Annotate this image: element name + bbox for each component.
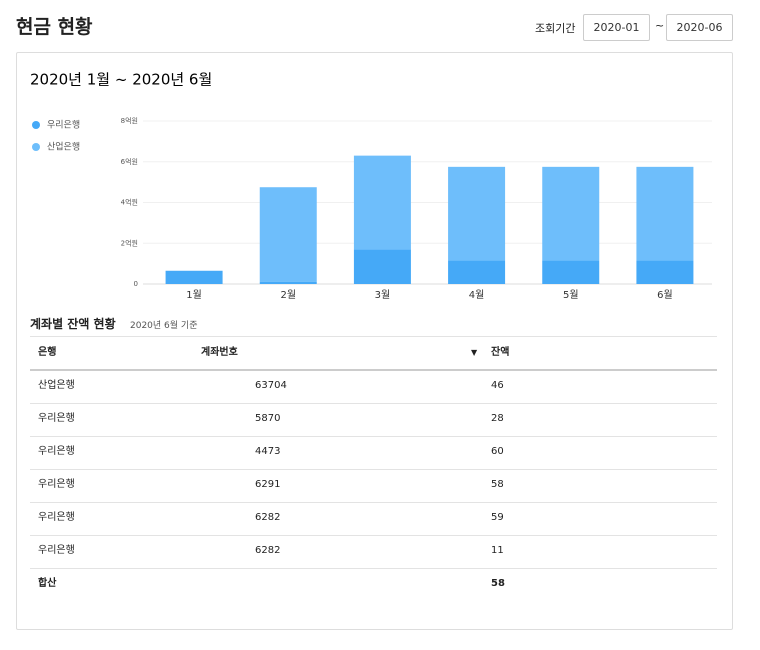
sort-icon[interactable]: ▼ — [471, 348, 478, 357]
period-sep: ~ — [655, 19, 665, 32]
date-from[interactable]: 2020-01 — [583, 14, 650, 41]
x-tick-label: 3월 — [375, 289, 391, 301]
period-label: 조회기간 — [535, 22, 576, 35]
x-tick-label: 1월 — [186, 289, 202, 301]
x-tick-label: 6월 — [657, 289, 673, 301]
column-header: 계좌번호 — [201, 347, 238, 358]
x-tick-label: 2월 — [280, 289, 296, 301]
legend-label: 산업은행 — [47, 141, 80, 153]
table-cell: 63704 — [255, 380, 287, 391]
table-cell: 우리은행 — [38, 446, 75, 457]
card — [16, 52, 733, 630]
bar-segment — [448, 166, 506, 261]
chart-title: 2020년 1월 ~ 2020년 6월 — [30, 71, 212, 89]
bar-segment — [636, 260, 694, 284]
legend-dot — [32, 143, 40, 151]
table-cell: 60 — [491, 446, 504, 457]
table-cell: 6282 — [255, 545, 281, 556]
column-header: 잔액 — [491, 347, 510, 358]
table-border — [30, 336, 717, 337]
bar-segment — [542, 166, 600, 261]
y-tick-label: 2억원 — [121, 238, 138, 247]
bar-segment — [353, 155, 411, 250]
table-cell: 59 — [491, 512, 504, 523]
bar-segment — [542, 260, 600, 284]
table-cell: 우리은행 — [38, 479, 75, 490]
total-label: 합산 — [38, 578, 57, 589]
row-line — [30, 469, 717, 470]
table-cell: 산업은행 — [38, 380, 75, 391]
date-to[interactable]: 2020-06 — [666, 14, 733, 41]
y-tick-label: 8억원 — [121, 116, 138, 125]
legend-dot — [32, 121, 40, 129]
table-header-border — [30, 369, 717, 371]
table-cell: 우리은행 — [38, 512, 75, 523]
y-tick-label: 6억원 — [121, 157, 138, 166]
row-line — [30, 436, 717, 437]
table-cell: 6291 — [255, 479, 281, 490]
y-tick-label: 0 — [134, 280, 138, 288]
x-tick-label: 4월 — [469, 289, 485, 301]
row-line — [30, 403, 717, 404]
legend-label: 우리은행 — [47, 119, 80, 131]
table-cell: 28 — [491, 413, 504, 424]
table-subtitle: 2020년 6월 기준 — [130, 321, 198, 331]
bar-segment — [353, 249, 411, 284]
bar-segment — [448, 260, 506, 284]
table-cell: 우리은행 — [38, 545, 75, 556]
chart: 2020년 1월 ~ 2020년 6월 0 2억원 4억원 6억원 8억원 우리은행산업은… — [30, 71, 712, 301]
table-cell: 58 — [491, 479, 504, 490]
total-value: 58 — [491, 578, 505, 589]
row-line — [30, 502, 717, 503]
table-cell: 5870 — [255, 413, 281, 424]
table-cell: 우리은행 — [38, 413, 75, 424]
row-line — [30, 568, 717, 569]
table-cell: 46 — [491, 380, 504, 391]
table-cell: 4473 — [255, 446, 281, 457]
table-cell: 11 — [491, 545, 504, 556]
bar-segment — [259, 281, 317, 284]
bar-segment — [259, 187, 317, 282]
row-line — [30, 535, 717, 536]
column-header: 은행 — [38, 347, 57, 358]
y-tick-label: 4억원 — [121, 198, 138, 207]
x-tick-label: 5월 — [563, 289, 579, 301]
table-cell: 6282 — [255, 512, 281, 523]
page-title: 현금 현황 — [16, 16, 93, 38]
bar-segment — [636, 166, 694, 261]
bar-segment — [165, 270, 223, 284]
table-title: 계좌별 잔액 현황 — [30, 317, 116, 331]
